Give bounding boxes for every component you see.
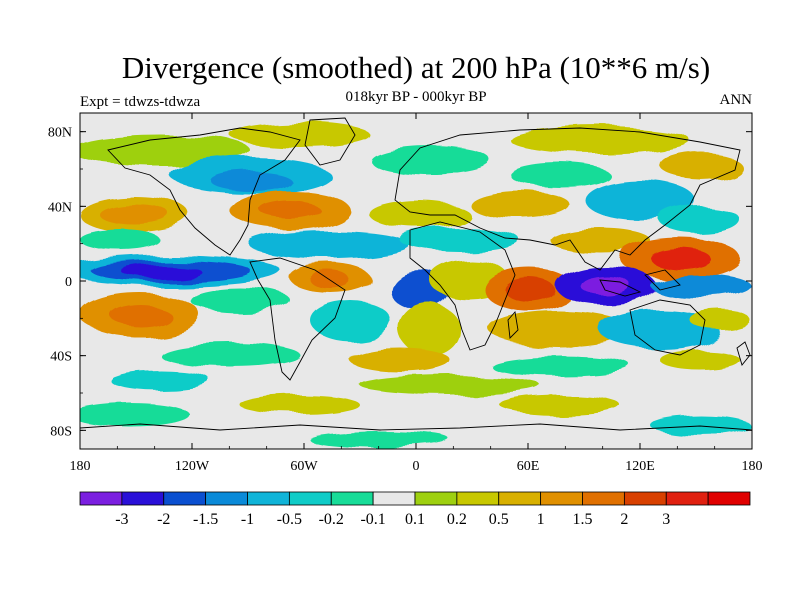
colorbar: -3 -2 -1.5 -1 -0.5 -0.2 -0.1 0.1 0.2 0.5 1 1.5 2 3 (79, 491, 751, 528)
x-tick-label: 120E (625, 459, 655, 474)
colorbar-swatch (121, 491, 165, 506)
colorbar-label: 3 (662, 511, 670, 528)
colorbar-swatch (623, 491, 667, 506)
colorbar-swatch (707, 491, 751, 506)
colorbar-label: -1.5 (193, 511, 218, 528)
coastlines (80, 117, 752, 431)
colorbar-swatch (582, 491, 625, 506)
x-tick-label: 180 (742, 459, 763, 474)
colorbar-label: -1 (241, 511, 254, 528)
colorbar-swatch (288, 491, 332, 506)
colorbar-label: -0.1 (360, 511, 385, 528)
colorbar-label: -2 (157, 511, 170, 528)
colorbar-label: -0.5 (277, 511, 302, 528)
colorbar-label: 0.1 (405, 511, 425, 528)
y-tick-label: 80S (50, 424, 72, 439)
map-axes: 180 120W 60W 0 60E 120E 180 80N 40N 0 40S 80S (48, 113, 763, 474)
experiment-label: Expt = tdwzs-tdwza (80, 94, 201, 110)
season-label: ANN (719, 92, 753, 108)
colorbar-swatch (414, 491, 458, 506)
colorbar-swatch (205, 491, 248, 506)
x-tick-label: 180 (70, 459, 91, 474)
colorbar-label: 1.5 (573, 511, 593, 528)
colorbar-label: 0.5 (489, 511, 509, 528)
colorbar-label: 0.2 (447, 511, 467, 528)
chart-subtitle: 018kyr BP - 000kyr BP (345, 89, 487, 105)
y-tick-label: 40S (50, 350, 72, 365)
x-tick-label: 60E (517, 459, 540, 474)
colorbar-label: -3 (115, 511, 128, 528)
x-tick-label: 0 (413, 459, 420, 474)
colorbar-swatch (247, 491, 290, 506)
colorbar-swatch (163, 491, 207, 506)
y-tick-label: 0 (65, 275, 72, 290)
chart-title: Divergence (smoothed) at 200 hPa (10**6 … (121, 50, 711, 85)
colorbar-label: 1 (537, 511, 545, 528)
x-tick-label: 120W (175, 459, 210, 474)
colorbar-swatch (456, 491, 500, 506)
colorbar-swatch (498, 491, 542, 506)
y-tick-label: 80N (48, 126, 72, 141)
colorbar-swatch (540, 491, 583, 506)
colorbar-swatch (372, 491, 416, 506)
divergence-field (80, 123, 750, 448)
colorbar-label: 2 (620, 511, 628, 528)
colorbar-swatch (330, 491, 374, 506)
x-tick-label: 60W (290, 459, 318, 474)
colorbar-swatch (79, 491, 123, 506)
y-tick-label: 40N (48, 200, 72, 215)
colorbar-swatch (665, 491, 709, 506)
colorbar-label: -0.2 (319, 511, 344, 528)
